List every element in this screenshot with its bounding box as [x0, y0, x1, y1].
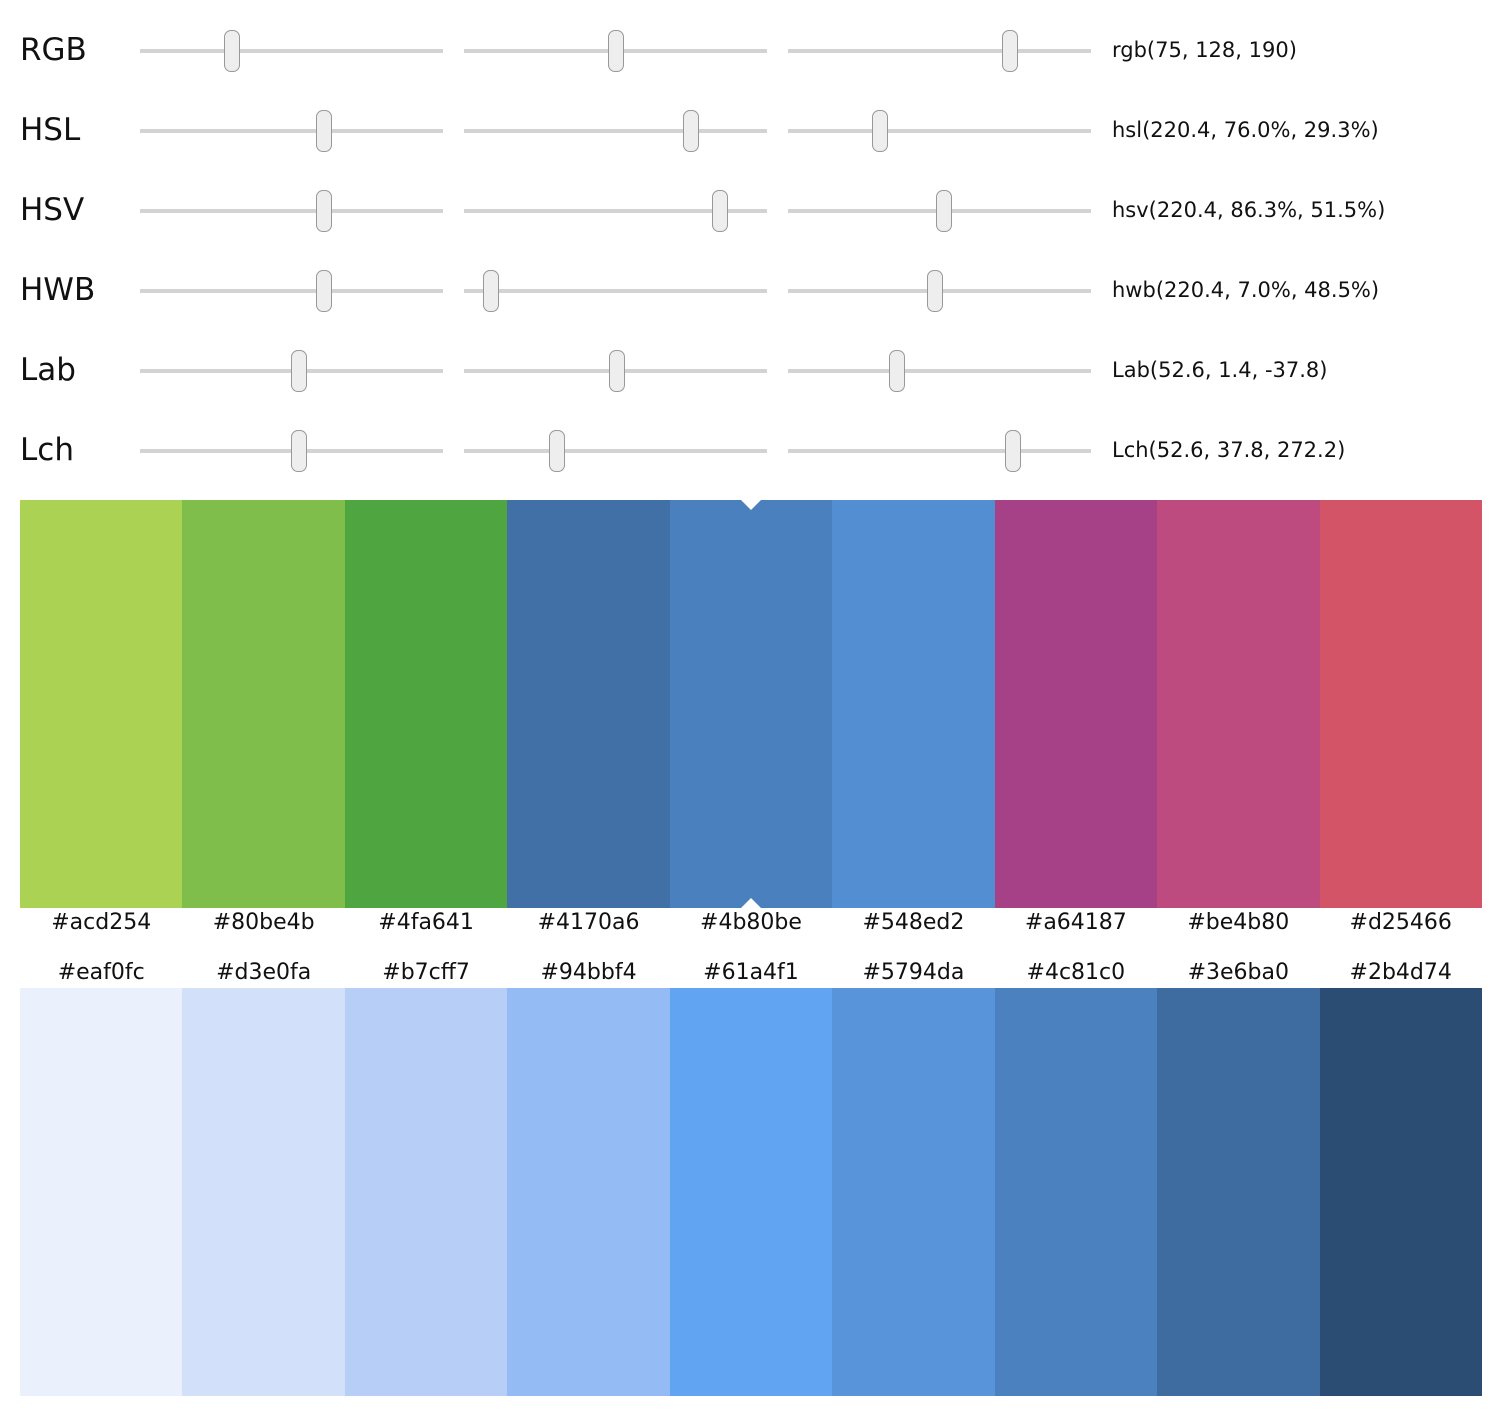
color-model-label: Lab [20, 352, 76, 388]
slider-track-hsv-2[interactable] [464, 190, 767, 232]
slider-row-lab: Lab Lab(52.6, 1.4, -37.8) [0, 350, 1501, 430]
color-value-text: rgb(75, 128, 190) [1112, 38, 1297, 62]
slider-track-rgb-1[interactable] [140, 30, 443, 72]
swatch-hex-label: #94bbf4 [540, 960, 637, 985]
slider-row-hsl: HSL hsl(220.4, 76.0%, 29.3%) [0, 110, 1501, 190]
swatch-hex-label: #a64187 [1024, 910, 1127, 935]
slider-row-hwb: HWB hwb(220.4, 7.0%, 48.5%) [0, 270, 1501, 350]
selected-marker-top-icon [741, 500, 761, 510]
color-swatch[interactable] [20, 500, 183, 908]
color-swatch[interactable] [669, 500, 833, 908]
color-model-label: Lch [20, 432, 74, 468]
slider-thumb[interactable] [1005, 430, 1022, 472]
slider-track-hsv-1[interactable] [140, 190, 443, 232]
slider-thumb[interactable] [291, 350, 307, 392]
swatch-hex-label: #4fa641 [378, 910, 474, 935]
color-swatch[interactable] [1157, 500, 1320, 908]
swatch-hex-label: #be4b80 [1187, 910, 1290, 935]
harmony-palette [20, 500, 1482, 908]
slider-track-lab-2[interactable] [464, 350, 767, 392]
slider-thumb[interactable] [1002, 30, 1019, 72]
swatch-hex-label: #d25466 [1349, 910, 1452, 935]
swatch-hex-label: #80be4b [212, 910, 315, 935]
slider-thumb[interactable] [712, 190, 729, 232]
color-swatch[interactable] [1319, 500, 1482, 908]
slider-track-hsv-3[interactable] [788, 190, 1091, 232]
slider-thumb[interactable] [315, 270, 332, 312]
slider-thumb[interactable] [315, 110, 332, 152]
swatch-hex-label: #eaf0fc [57, 960, 145, 985]
slider-track-hwb-3[interactable] [788, 270, 1091, 312]
selected-marker-bottom-icon [741, 898, 761, 908]
slider-row-lch: Lch Lch(52.6, 37.8, 272.2) [0, 430, 1501, 510]
slider-track-hsl-2[interactable] [464, 110, 767, 152]
slider-row-rgb: RGB rgb(75, 128, 190) [0, 30, 1501, 110]
slider-thumb[interactable] [483, 270, 500, 312]
color-value-text: Lch(52.6, 37.8, 272.2) [1112, 438, 1346, 462]
swatch-hex-label: #4b80be [700, 910, 802, 935]
slider-thumb[interactable] [608, 350, 625, 392]
color-swatch[interactable] [832, 500, 995, 908]
swatch-hex-label: #5794da [862, 960, 965, 985]
swatch-hex-label: #61a4f1 [703, 960, 799, 985]
slider-track-hsl-1[interactable] [140, 110, 443, 152]
slider-row-hsv: HSV hsv(220.4, 86.3%, 51.5%) [0, 190, 1501, 270]
slider-thumb[interactable] [315, 190, 332, 232]
color-model-label: HWB [20, 272, 96, 308]
slider-thumb[interactable] [223, 30, 240, 72]
harmony-palette-labels: #acd254 #80be4b #4fa641 #4170a6 #4b80be #548e… [20, 908, 1482, 938]
color-swatch[interactable] [994, 988, 1158, 1396]
slider-thumb[interactable] [927, 270, 944, 312]
color-swatch[interactable] [344, 988, 508, 1396]
color-swatch[interactable] [182, 500, 345, 908]
slider-thumb[interactable] [682, 110, 699, 152]
slider-thumb[interactable] [871, 110, 888, 152]
slider-track-rgb-3[interactable] [788, 30, 1091, 72]
color-value-text: Lab(52.6, 1.4, -37.8) [1112, 358, 1328, 382]
swatch-hex-label: #548ed2 [862, 910, 965, 935]
slider-track-lch-3[interactable] [788, 430, 1091, 472]
color-model-label: HSV [20, 192, 85, 228]
swatch-hex-label: #d3e0fa [216, 960, 312, 985]
swatch-hex-label: #2b4d74 [1349, 960, 1452, 985]
color-model-label: HSL [20, 112, 81, 148]
color-swatch[interactable] [182, 988, 345, 1396]
color-model-label: RGB [20, 32, 87, 68]
color-swatch[interactable] [20, 988, 183, 1396]
slider-thumb[interactable] [548, 430, 565, 472]
color-swatch[interactable] [1319, 988, 1482, 1396]
slider-track-lch-2[interactable] [464, 430, 767, 472]
color-swatch[interactable] [344, 500, 508, 908]
slider-track-lab-3[interactable] [788, 350, 1091, 392]
swatch-hex-label: #4170a6 [537, 910, 640, 935]
color-swatch[interactable] [507, 500, 670, 908]
color-swatch[interactable] [832, 988, 995, 1396]
slider-track-rgb-2[interactable] [464, 30, 767, 72]
color-value-text: hwb(220.4, 7.0%, 48.5%) [1112, 278, 1380, 302]
slider-track-hwb-2[interactable] [464, 270, 767, 312]
slider-track-lab-1[interactable] [140, 350, 443, 392]
color-value-text: hsv(220.4, 86.3%, 51.5%) [1112, 198, 1386, 222]
slider-thumb[interactable] [935, 190, 952, 232]
color-swatch[interactable] [994, 500, 1158, 908]
shade-palette [20, 988, 1482, 1396]
slider-thumb[interactable] [888, 350, 905, 392]
swatch-hex-label: #4c81c0 [1026, 960, 1126, 985]
swatch-hex-label: #b7cff7 [382, 960, 470, 985]
swatch-hex-label: #3e6ba0 [1187, 960, 1289, 985]
slider-track-hsl-3[interactable] [788, 110, 1091, 152]
slider-track-hwb-1[interactable] [140, 270, 443, 312]
swatch-hex-label: #acd254 [51, 910, 152, 935]
color-swatch[interactable] [669, 988, 833, 1396]
color-swatch[interactable] [1157, 988, 1320, 1396]
slider-thumb[interactable] [608, 30, 625, 72]
slider-thumb[interactable] [291, 430, 307, 472]
color-swatch[interactable] [507, 988, 670, 1396]
slider-track-lch-1[interactable] [140, 430, 443, 472]
color-value-text: hsl(220.4, 76.0%, 29.3%) [1112, 118, 1379, 142]
shade-palette-labels: #eaf0fc #d3e0fa #b7cff7 #94bbf4 #61a4f1 #5794… [20, 958, 1482, 988]
